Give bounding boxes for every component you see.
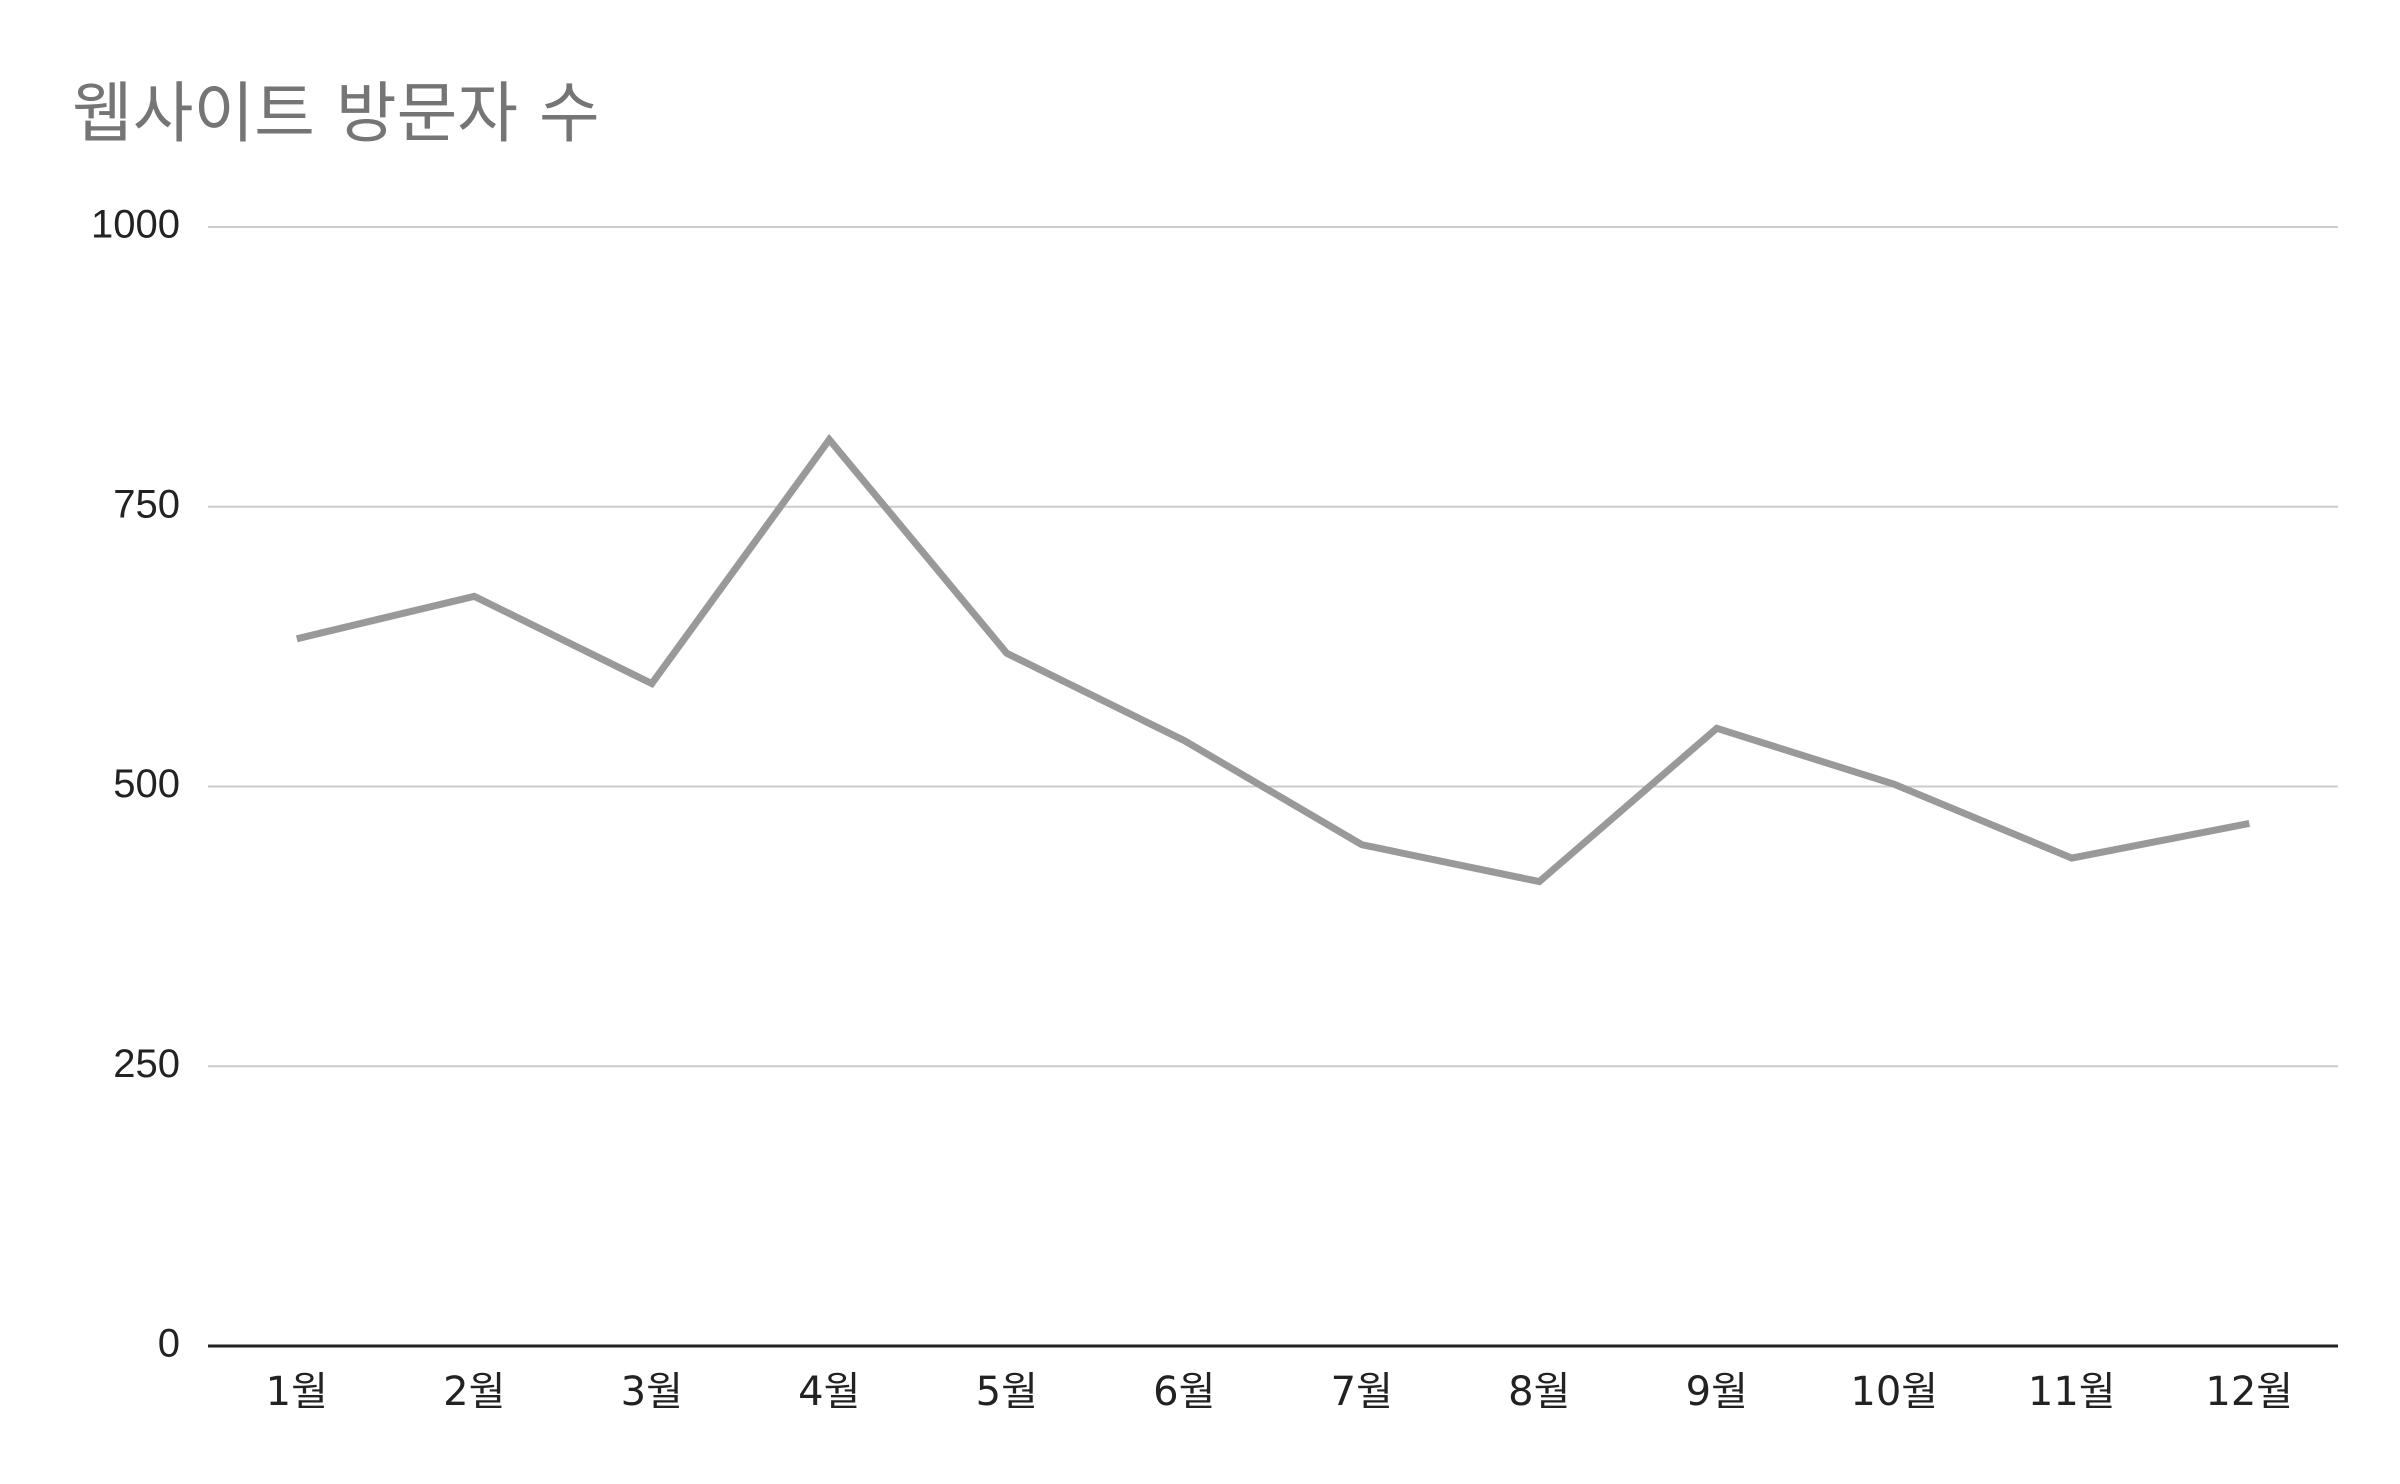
y-tick-label: 250 xyxy=(113,1042,180,1086)
x-tick-label: 7월 xyxy=(1331,1369,1393,1415)
y-tick-label: 1000 xyxy=(91,203,180,247)
x-axis-ticks: 1월 2월 3월 4월 5월 6월 7월 8월 9월 10월 11월 12월 xyxy=(266,1369,2293,1415)
x-tick-label: 5월 xyxy=(976,1369,1038,1415)
series xyxy=(295,433,2250,886)
x-tick-label: 2월 xyxy=(443,1369,505,1415)
chart-title: 웹사이트 방문자 수 xyxy=(72,75,600,152)
series-line xyxy=(295,433,2250,886)
x-tick-label: 10월 xyxy=(1850,1369,1938,1415)
y-tick-label: 500 xyxy=(113,762,180,806)
x-tick-label: 8월 xyxy=(1508,1369,1570,1415)
y-axis-ticks: 0 250 500 750 1000 xyxy=(91,203,180,1366)
x-tick-label: 1월 xyxy=(266,1369,328,1415)
x-tick-label: 3월 xyxy=(621,1369,683,1415)
x-tick-label: 6월 xyxy=(1153,1369,1215,1415)
gridlines xyxy=(208,226,2338,1068)
x-tick-label: 9월 xyxy=(1686,1369,1748,1415)
y-tick-label: 750 xyxy=(113,482,180,526)
x-tick-label: 12월 xyxy=(2205,1369,2293,1415)
x-tick-label: 11월 xyxy=(2028,1369,2116,1415)
x-tick-label: 4월 xyxy=(798,1369,860,1415)
y-tick-label: 0 xyxy=(158,1322,180,1366)
